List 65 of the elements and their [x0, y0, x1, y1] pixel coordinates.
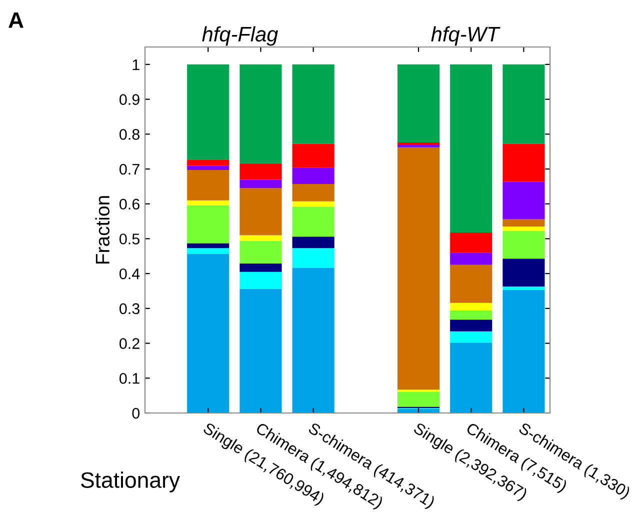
- bar: [397, 392, 440, 407]
- bar: [187, 248, 230, 254]
- bar: [502, 182, 545, 220]
- bar: [450, 264, 492, 303]
- text: hfq-WT: [431, 26, 500, 46]
- bar: [240, 240, 282, 264]
- bar: [292, 64, 334, 144]
- bar: [502, 219, 545, 227]
- bar: [240, 288, 282, 413]
- bar: [240, 163, 282, 180]
- bar: [397, 147, 440, 390]
- bar: [502, 290, 545, 413]
- bar: [187, 205, 230, 244]
- bar: [450, 331, 492, 343]
- y-axis-title: Fraction: [95, 196, 110, 264]
- y-tick-label: 0.1: [120, 373, 140, 384]
- y-tick-label: 0.4: [120, 268, 140, 280]
- y-tick-label: 0.8: [120, 129, 140, 140]
- bar: [240, 64, 282, 164]
- bar: [450, 302, 492, 311]
- y-tick-label: 1: [132, 59, 140, 70]
- y-tick-label: 0.2: [120, 338, 140, 349]
- bar: [187, 170, 230, 200]
- bar: [502, 226, 545, 231]
- bar: [292, 268, 334, 413]
- bar: [502, 258, 545, 286]
- bar: [187, 160, 230, 166]
- bar: [292, 206, 334, 237]
- y-tick-label: 0.5: [120, 234, 140, 244]
- bar: [502, 286, 545, 290]
- bar: [450, 252, 492, 265]
- bar: [187, 243, 230, 248]
- text: Stationary: [81, 472, 180, 492]
- y-tick-label: 0.6: [120, 198, 140, 210]
- bar: [240, 180, 282, 188]
- bar: [292, 236, 334, 248]
- bar: [502, 230, 545, 259]
- text: hfq-Flag: [202, 26, 278, 46]
- bar: [240, 235, 282, 241]
- bar: [397, 144, 440, 148]
- y-tick-label: 0.7: [120, 164, 140, 175]
- text: A: [8, 12, 24, 28]
- bar: [450, 310, 492, 320]
- bar: [292, 184, 334, 202]
- y-tick-label: 0.9: [120, 94, 140, 105]
- bar: [292, 248, 334, 268]
- bar: [292, 144, 334, 168]
- y-tick-label: 0: [132, 408, 140, 419]
- bar: [187, 64, 230, 160]
- bar: [397, 64, 440, 143]
- bar: [450, 232, 492, 253]
- bar: [450, 320, 492, 332]
- bar: [292, 201, 334, 207]
- bar: [502, 144, 545, 182]
- bar: [240, 188, 282, 236]
- bar: [187, 200, 230, 206]
- bar: [450, 64, 492, 232]
- bar: [187, 166, 230, 170]
- bar: [292, 168, 334, 184]
- bar: [240, 263, 282, 272]
- bar: [450, 342, 492, 413]
- bar: [187, 254, 230, 413]
- y-tick-label: 0.3: [120, 303, 140, 314]
- bar: [240, 272, 282, 289]
- bar: [502, 64, 545, 144]
